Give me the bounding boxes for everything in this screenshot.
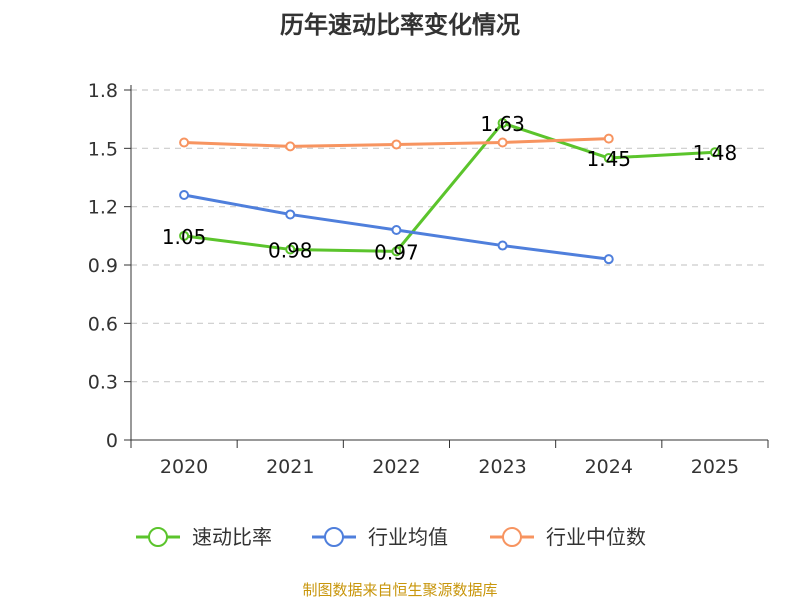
data-point (603, 133, 614, 144)
data-point (285, 141, 296, 152)
series-line-0 (183, 121, 715, 253)
x-tick-label-2025: 2025 (691, 456, 739, 478)
data-label: 1.48 (693, 141, 738, 165)
legend-label-0: 速动比率 (192, 525, 272, 549)
grid-lines (131, 89, 768, 383)
series-group (179, 118, 720, 265)
data-point (497, 240, 508, 251)
x-tick-label-2022: 2022 (372, 456, 420, 478)
y-tick-label: 0.3 (88, 372, 118, 394)
y-tick-label: 0.6 (88, 313, 118, 335)
data-label: 1.63 (480, 112, 525, 136)
x-tick-label-2021: 2021 (266, 456, 314, 478)
x-tick-label-2023: 2023 (478, 456, 526, 478)
data-label: 1.45 (586, 147, 631, 171)
data-label: 1.05 (162, 225, 207, 249)
source-note: 制图数据来自恒生聚源数据库 (302, 581, 497, 599)
data-point (497, 118, 508, 129)
data-point (391, 139, 402, 150)
data-point (285, 209, 296, 220)
legend-label-1: 行业均值 (368, 525, 448, 549)
legend: 速动比率 行业均值 行业中位数 (136, 525, 646, 549)
data-point (603, 153, 614, 164)
data-label: 0.98 (268, 238, 313, 262)
data-point (285, 244, 296, 255)
data-point (179, 230, 190, 241)
y-tick-label: 0 (106, 430, 118, 452)
y-tick-label: 1.2 (88, 197, 118, 219)
axes: 0 0.3 0.6 0.9 1.2 1.5 1.8 2020 2021 2022 2023 2024 2… (88, 80, 769, 478)
y-tick-label: 0.9 (88, 255, 118, 277)
data-point (391, 225, 402, 235)
x-tick-label-2024: 2024 (585, 456, 633, 478)
legend-marker-1 (324, 527, 344, 547)
legend-marker-2 (502, 527, 522, 547)
data-point (603, 254, 614, 265)
data-point (179, 190, 190, 200)
data-point (391, 246, 402, 257)
data-label: 0.97 (374, 240, 419, 264)
data-point (497, 137, 508, 148)
y-tick-label: 1.5 (88, 138, 118, 160)
data-point (709, 147, 720, 158)
data-labels: 1.05 0.98 0.97 1.63 1.45 1.48 (162, 112, 737, 264)
chart-title: 历年速动比率变化情况 (280, 11, 520, 39)
y-tick-label: 1.8 (88, 80, 118, 102)
x-tick-label-2020: 2020 (160, 456, 208, 478)
data-point (179, 137, 190, 148)
legend-marker-0 (148, 527, 168, 547)
legend-label-2: 行业中位数 (546, 525, 646, 549)
